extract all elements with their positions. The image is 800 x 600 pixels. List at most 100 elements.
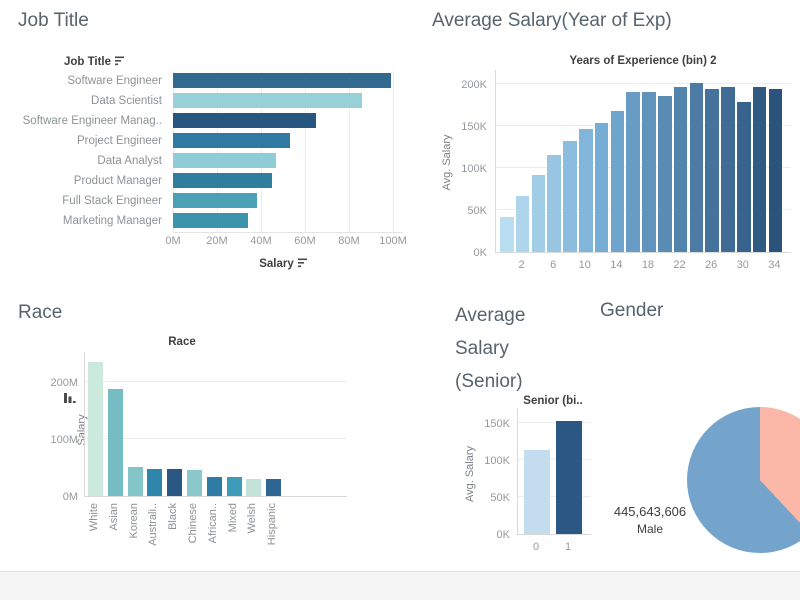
job-title-row: Software Engineer [0,71,412,91]
x-tick-label: 20M [206,235,228,247]
job-title-bar[interactable] [173,133,290,148]
y-tick-label: 150K [484,417,510,430]
job-title-plot-grid [173,71,403,233]
job-title-row: Software Engineer Manag.. [0,111,412,131]
race-category-label: Korean [127,503,140,539]
y-tick-label: 200M [50,376,78,389]
x-tick-label: 80M [338,235,360,247]
job-title-bar[interactable] [173,153,277,168]
job-title-column-header[interactable]: Job Title [14,56,176,69]
experience-bar[interactable] [673,87,688,252]
job-title-row-label: Product Manager [73,175,162,187]
gridline [85,438,347,439]
race-category-label: Asian [107,503,120,531]
race-bar[interactable] [187,469,202,496]
gridline [496,83,791,84]
race-category-label: Mixed [226,503,239,533]
sort-descending-icon[interactable] [115,56,126,69]
experience-bar[interactable] [594,122,609,252]
job-title-row-label: Software Engineer [67,75,162,87]
x-tick-label: 22 [673,259,686,271]
senior-bar[interactable] [524,450,550,534]
y-tick-label: 150K [461,120,487,133]
experience-bar[interactable] [515,195,530,252]
x-tick-label: 30 [736,259,749,271]
x-tick-label: 60M [294,235,316,247]
senior-chart-title: Senior (bi.. [523,395,583,407]
experience-chart-title: Years of Experience (bin) 2 [569,55,717,67]
experience-bar[interactable] [721,87,735,252]
gender-pie-name-label: Male [636,522,663,536]
gridline [518,459,591,460]
y-tick-label: 0K [473,246,487,259]
experience-bar[interactable] [531,174,546,252]
tableau-toolbar: View on Tableau Public [0,571,800,600]
x-tick-label: 40M [250,235,272,247]
x-tick-label: 34 [768,259,781,271]
race-category-label: Black [167,503,180,530]
senior-bar[interactable] [556,420,582,534]
sort-descending-icon[interactable] [297,258,309,271]
job-title-bar[interactable] [173,173,272,188]
job-title-bar[interactable] [173,213,248,228]
job-title-row-label: Full Stack Engineer [62,195,162,207]
job-title-bar[interactable] [173,73,391,88]
job-title-row: Project Engineer [0,131,412,151]
x-tick-label: 14 [610,259,623,271]
experience-bar[interactable] [579,129,593,252]
x-tick-label: 10 [578,259,591,271]
experience-bar[interactable] [752,87,767,252]
race-category-label: White [88,503,100,532]
experience-bar[interactable] [626,92,640,252]
race-bar[interactable] [246,478,262,496]
experience-bar[interactable] [642,92,656,252]
gridline [173,71,174,232]
race-bar[interactable] [88,362,103,496]
x-tick-label: 26 [705,259,718,271]
panel-title-senior: Average Salary (Senior) [455,299,525,398]
gridline [518,496,591,497]
experience-bar[interactable] [705,89,719,252]
x-tick-label: 100M [379,235,407,247]
experience-bar[interactable] [563,141,577,252]
job-title-bar[interactable] [173,113,316,128]
experience-bar[interactable] [737,102,751,252]
experience-bar[interactable] [689,83,704,252]
sort-bars-icon[interactable] [64,391,77,409]
job-title-row: Full Stack Engineer [0,191,412,211]
job-title-row: Data Analyst [0,151,412,171]
experience-bar[interactable] [610,110,625,252]
senior-title-line2: Salary [455,338,509,359]
job-title-row-label: Data Analyst [97,155,162,167]
race-bar[interactable] [147,468,163,496]
job-title-row: Marketing Manager [0,211,412,231]
experience-bar[interactable] [547,155,561,252]
race-bar[interactable] [226,477,242,496]
gridline [393,71,394,232]
race-bar[interactable] [266,478,282,496]
experience-bar[interactable] [768,89,783,252]
race-bar[interactable] [167,468,183,496]
job-title-row-label: Software Engineer Manag.. [22,115,162,127]
x-tick-label: 18 [641,259,655,271]
race-bar[interactable] [107,388,123,496]
job-title-row: Data Scientist [0,91,412,111]
x-tick-label: 0 [532,541,540,553]
job-title-bar[interactable] [173,193,257,208]
y-tick-label: 50K [467,204,487,217]
gender-pie-value-label: 445,643,606 [613,504,687,519]
race-plot [84,352,347,497]
x-tick-label: 6 [550,259,557,271]
job-title-axis-label[interactable]: Salary [173,258,395,271]
race-bar[interactable] [127,466,143,496]
job-title-row-label: Marketing Manager [62,215,162,227]
job-title-bar[interactable] [173,93,363,108]
race-bar[interactable] [206,477,222,496]
panel-title-experience: Average Salary(Year of Exp) [432,10,672,31]
experience-bar[interactable] [500,216,514,252]
race-category-label: African.. [206,503,219,544]
job-title-plot: Software Engineer Data Scientist Software … [0,71,412,232]
y-tick-label: 100K [484,454,510,467]
gender-pie-chart[interactable] [687,407,800,553]
experience-bar[interactable] [658,95,672,252]
